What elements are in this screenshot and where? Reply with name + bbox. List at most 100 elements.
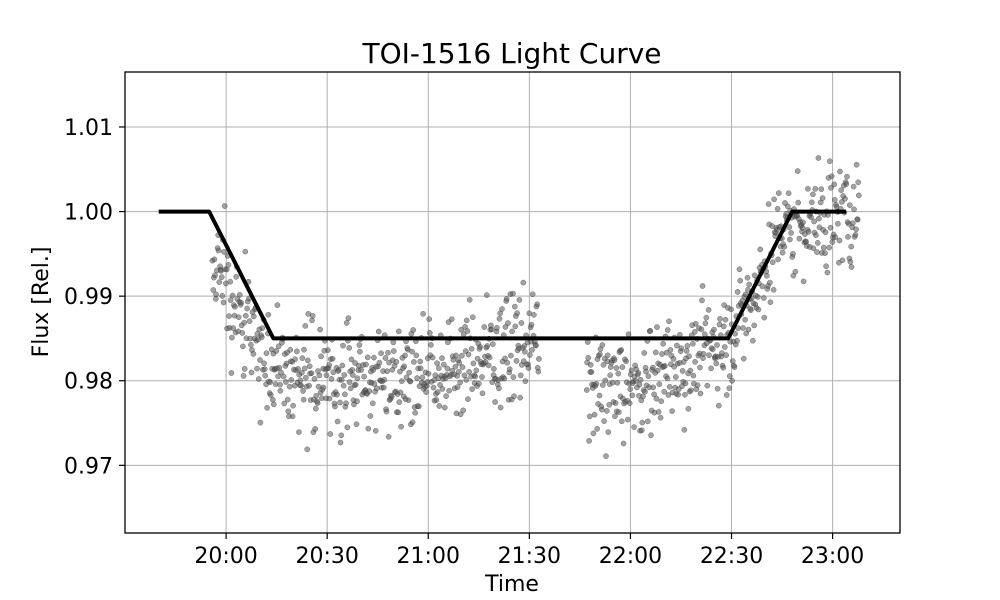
data-point (682, 391, 688, 398)
data-point (277, 381, 283, 388)
data-point (653, 395, 660, 402)
data-point (706, 352, 712, 359)
data-point (529, 346, 536, 353)
data-point (517, 372, 524, 379)
data-point (790, 251, 796, 257)
data-point (845, 233, 851, 240)
data-point (294, 348, 300, 355)
data-point (775, 256, 781, 263)
data-point (218, 274, 225, 280)
y-axis-label: Flux [Rel.] (29, 247, 54, 358)
x-tick-label: 23:00 (801, 544, 864, 569)
data-point (648, 432, 654, 439)
data-point (656, 381, 663, 388)
data-point (828, 173, 835, 180)
data-point (704, 382, 711, 389)
data-point (521, 343, 528, 349)
data-point (784, 203, 791, 210)
data-point (383, 408, 390, 415)
data-point (583, 387, 590, 393)
data-point (774, 205, 781, 212)
data-point (636, 381, 643, 388)
data-point (779, 249, 786, 256)
data-point (687, 367, 694, 374)
data-point (533, 342, 539, 349)
data-point (259, 325, 266, 331)
data-point (744, 274, 751, 281)
data-point (285, 408, 292, 415)
data-point (340, 342, 346, 349)
data-point (425, 370, 432, 377)
data-point (250, 313, 257, 320)
data-point (850, 183, 857, 190)
data-point (754, 294, 761, 300)
data-point (441, 404, 448, 411)
data-point (654, 324, 660, 330)
data-point (443, 393, 449, 399)
data-point (352, 381, 359, 388)
data-point (483, 292, 490, 298)
data-point (472, 373, 479, 380)
data-point (810, 191, 816, 198)
data-point (371, 354, 377, 361)
data-point (664, 375, 671, 382)
data-point (393, 359, 400, 365)
data-point (444, 365, 451, 372)
data-point (816, 215, 822, 222)
data-point (357, 348, 363, 355)
data-point (674, 342, 680, 349)
data-point (301, 346, 307, 353)
data-point (395, 328, 402, 335)
data-point (814, 249, 820, 255)
data-point (497, 404, 504, 411)
data-point (812, 185, 819, 192)
data-point (402, 352, 408, 359)
data-point (588, 369, 595, 375)
data-point (510, 374, 517, 380)
data-point (484, 343, 491, 349)
data-point (470, 360, 477, 367)
data-point (601, 418, 607, 424)
data-point (343, 400, 349, 407)
data-point (339, 362, 346, 369)
data-point (318, 353, 324, 360)
data-point (813, 232, 819, 239)
data-point (398, 378, 405, 384)
data-point (287, 346, 294, 353)
data-point (726, 373, 733, 379)
data-point (522, 378, 529, 385)
data-point (535, 368, 542, 375)
data-point (469, 314, 476, 321)
data-point (770, 286, 777, 293)
data-point (796, 235, 803, 242)
x-tick-label: 22:00 (599, 544, 662, 569)
data-point (788, 230, 794, 236)
data-point (250, 351, 257, 357)
data-point (822, 250, 828, 256)
data-point (481, 324, 488, 330)
data-point (311, 376, 318, 382)
data-point (822, 229, 829, 236)
data-point (536, 356, 542, 362)
data-point (620, 440, 627, 447)
data-point (406, 369, 412, 376)
data-point (734, 337, 740, 344)
data-point (852, 231, 859, 238)
data-point (815, 155, 822, 161)
data-point (600, 361, 607, 368)
data-point (334, 391, 340, 398)
data-point (736, 266, 743, 273)
data-point (289, 413, 296, 420)
data-point (594, 426, 600, 432)
data-point (228, 370, 235, 376)
data-point (267, 379, 273, 386)
data-point (615, 370, 622, 377)
data-point (694, 382, 701, 389)
data-point (219, 293, 226, 299)
data-point (240, 373, 247, 379)
data-point (751, 322, 758, 329)
data-point (586, 438, 592, 444)
data-point (591, 411, 598, 418)
data-point (682, 380, 689, 387)
data-point (434, 360, 440, 367)
